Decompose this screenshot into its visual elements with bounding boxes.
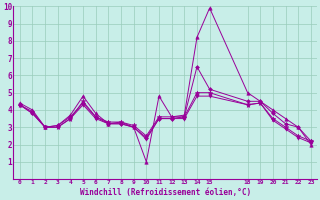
X-axis label: Windchill (Refroidissement éolien,°C): Windchill (Refroidissement éolien,°C) [80, 188, 251, 197]
